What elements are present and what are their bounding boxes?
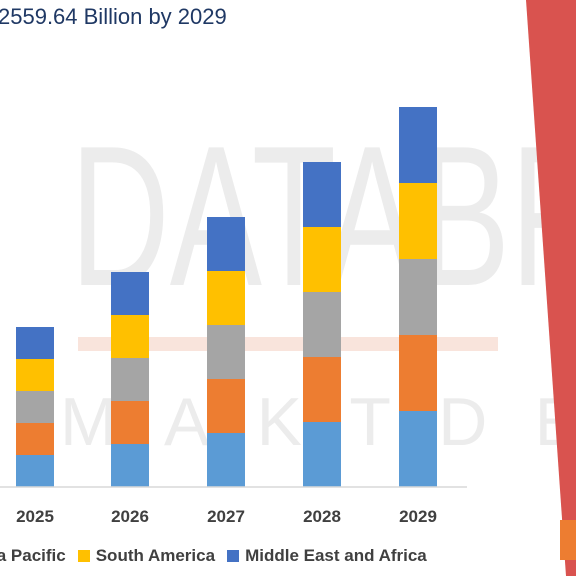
legend-item-middle-east-africa: Middle East and Africa xyxy=(227,546,427,566)
x-tick-label: 2025 xyxy=(16,507,54,526)
legend-label: Middle East and Africa xyxy=(245,546,427,565)
accent-block xyxy=(560,520,576,560)
bar-segment-2025-series-4 xyxy=(16,359,54,391)
legend-item-asia-pacific: ia Pacific xyxy=(0,546,66,566)
bar-segment-2026-series-3 xyxy=(111,358,149,401)
bar-segment-2028-series-3 xyxy=(303,292,341,357)
bars-group xyxy=(16,107,437,487)
x-tick-label: 2029 xyxy=(399,507,437,526)
legend-item-south-america: South America xyxy=(77,546,216,566)
bar-segment-2027-series-1 xyxy=(207,433,245,487)
x-tick-label: 2026 xyxy=(111,507,149,526)
bar-segment-2025-series-3 xyxy=(16,391,54,423)
bar-segment-2025-series-1 xyxy=(16,455,54,487)
bar-segment-2029-series-1 xyxy=(399,411,437,487)
bar-segment-2026-series-4 xyxy=(111,315,149,358)
bar-segment-2026-series-5 xyxy=(111,272,149,315)
bar-segment-2029-series-3 xyxy=(399,259,437,335)
bar-segment-2029-series-2 xyxy=(399,335,437,411)
bar-segment-2026-series-2 xyxy=(111,401,149,444)
x-tick-label: 2028 xyxy=(303,507,341,526)
legend: ia Pacific South America Middle East and… xyxy=(0,544,439,568)
legend-swatch xyxy=(227,550,240,562)
bar-segment-2027-series-3 xyxy=(207,325,245,379)
bar-segment-2028-series-4 xyxy=(303,227,341,292)
legend-label: South America xyxy=(95,546,216,565)
accent-shape xyxy=(526,0,576,576)
bar-segment-2027-series-2 xyxy=(207,379,245,433)
bar-segment-2027-series-4 xyxy=(207,271,245,325)
legend-swatch xyxy=(77,550,90,562)
chart-title: 2559.64 Billion by 2029 xyxy=(0,4,227,29)
bar-segment-2025-series-5 xyxy=(16,327,54,359)
bar-segment-2029-series-5 xyxy=(399,107,437,183)
legend-label: ia Pacific xyxy=(0,546,66,565)
bar-segment-2028-series-1 xyxy=(303,422,341,487)
bar-segment-2028-series-5 xyxy=(303,162,341,227)
bar-segment-2026-series-1 xyxy=(111,444,149,487)
x-tick-label: 2027 xyxy=(207,507,245,526)
bar-segment-2029-series-4 xyxy=(399,183,437,259)
bar-segment-2027-series-5 xyxy=(207,217,245,271)
watermark-stripe xyxy=(78,337,498,351)
x-tick-labels: 2025 2026 2027 2028 2029 xyxy=(16,507,437,526)
bar-segment-2028-series-2 xyxy=(303,357,341,422)
bar-segment-2025-series-2 xyxy=(16,423,54,455)
